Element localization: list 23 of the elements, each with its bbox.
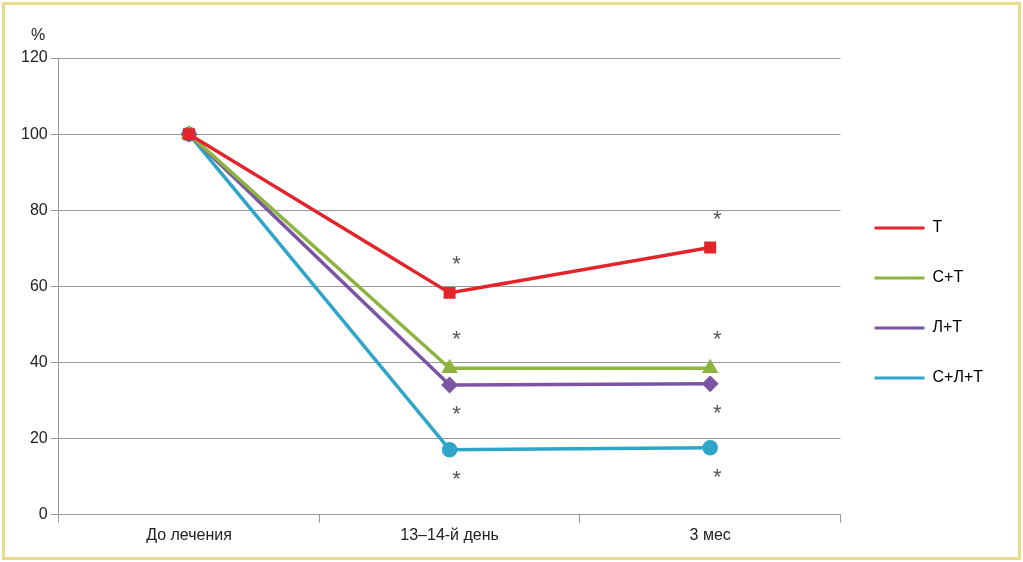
y-tick-label: 120 [20, 48, 48, 66]
legend-label: Т [932, 218, 943, 236]
y-axis-title: % [30, 26, 46, 44]
y-tick-label: 60 [29, 276, 48, 294]
legend-label: С+Т [932, 268, 964, 286]
x-tick-label: 13–14-й день [400, 525, 499, 543]
annotation: * [452, 465, 462, 491]
annotation: * [712, 326, 722, 352]
y-tick-label: 0 [38, 505, 48, 523]
annotation: * [712, 463, 722, 489]
annotation: * [452, 401, 462, 427]
legend-label: Л+Т [932, 318, 963, 336]
annotation: * [452, 326, 462, 352]
y-tick-label: 100 [20, 124, 48, 142]
y-tick-label: 80 [29, 200, 48, 218]
x-tick-label: До лечения [146, 525, 232, 543]
annotation: * [452, 250, 462, 276]
annotation: * [712, 205, 722, 231]
x-tick-label: 3 мес [689, 525, 731, 543]
legend-label: С+Л+Т [932, 368, 984, 386]
y-tick-label: 40 [29, 352, 48, 370]
annotation: * [712, 399, 722, 425]
y-tick-label: 20 [29, 429, 48, 447]
